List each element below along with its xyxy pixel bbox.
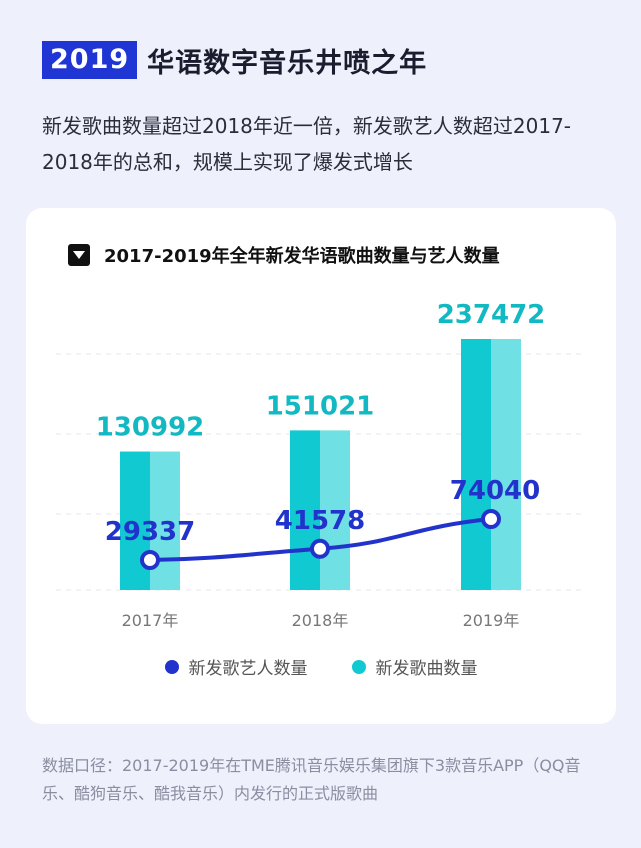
line-value-label: 74040 [450,476,540,506]
legend-item-songs: 新发歌曲数量 [351,654,478,679]
x-tick-label: 2018年 [292,611,349,630]
bar-highlight [491,339,521,590]
bar-value-label: 151021 [266,391,375,421]
chart-title-text: 2017-2019年全年新发华语歌曲数量与艺人数量 [104,246,500,267]
line-value-label: 29337 [105,517,195,547]
legend-item-artists: 新发歌艺人数量 [164,654,308,679]
line-point [481,509,501,529]
legend-dot-icon [351,659,366,674]
bar [290,430,320,590]
triangle-down-icon [68,244,90,266]
bar-highlight [320,430,350,590]
subtitle: 新发歌曲数量超过2018年近一倍，新发歌艺人数超过2017-2018年的总和，规… [42,114,572,174]
chart-svg: 130992 151021 237472 2017年 2018年 2019年 29337 41… [56,300,586,630]
legend-label: 新发歌曲数量 [375,659,478,679]
legend-dot-icon [164,659,179,674]
headline: 2019 华语数字音乐井喷之年 [42,40,427,80]
x-tick-label: 2019年 [463,611,520,630]
bar [461,339,491,590]
bar-value-label: 130992 [96,413,205,443]
legend-label: 新发歌艺人数量 [188,659,308,679]
line-point [140,550,160,570]
year-badge: 2019 [42,41,138,79]
x-tick-label: 2017年 [122,611,179,630]
chart-card: 130992 151021 237472 2017年 2018年 2019年 29337 41… [26,208,616,724]
bar-value-label: 237472 [437,300,546,330]
page-title: 华语数字音乐井喷之年 [147,47,428,79]
footnote: 数据口径：2017-2019年在TME腾讯音乐娱乐集团旗下3款音乐APP（QQ音… [42,756,581,803]
chart-title: 2017-2019年全年新发华语歌曲数量与艺人数量 [68,242,500,268]
line-point [310,538,330,559]
legend: 新发歌艺人数量 新发歌曲数量 [26,654,616,679]
line-value-label: 41578 [275,506,365,536]
